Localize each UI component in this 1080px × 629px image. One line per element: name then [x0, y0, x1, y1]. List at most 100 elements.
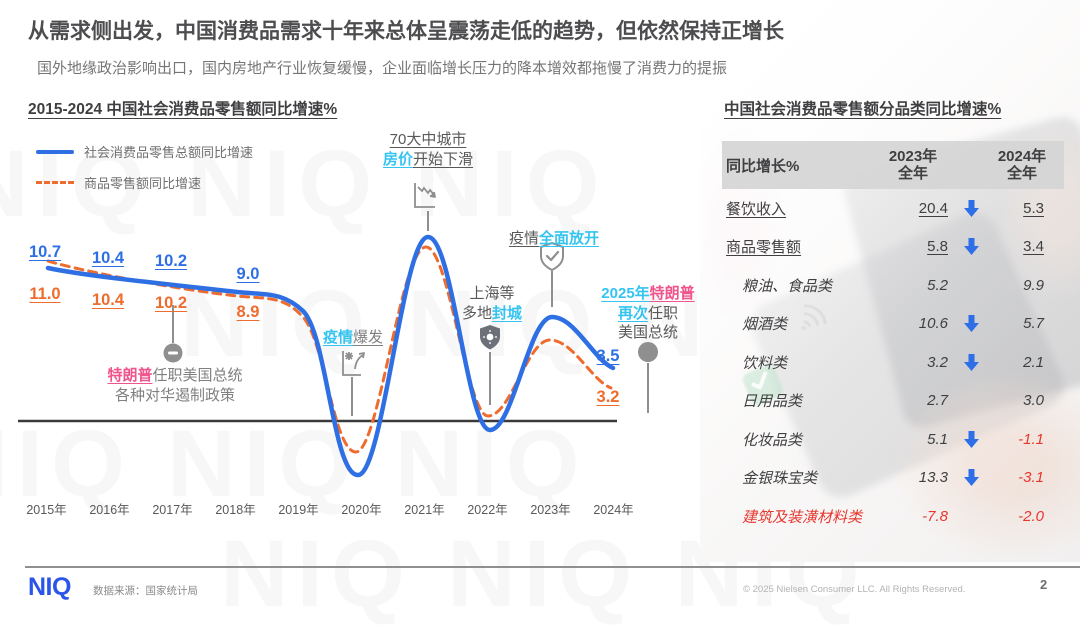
x-tick: 2017年: [152, 503, 193, 517]
payment-photo-background: [700, 0, 1080, 562]
copyright-text: © 2025 Nielsen Consumer LLC. All Rights …: [743, 584, 966, 595]
header-2024: 2024年 全年: [997, 147, 1047, 182]
lockdown-highlight: 封城: [492, 305, 523, 323]
x-tick: 2024年: [593, 503, 634, 517]
chart-legend: 社会消费品零售总额同比增速 商品零售额同比增速: [36, 142, 253, 192]
value-2023: 2.7: [927, 392, 948, 410]
down-arrow-icon: [963, 353, 979, 371]
page-number: 2: [1040, 577, 1048, 592]
data-label-orange-2018: 8.9: [236, 303, 260, 321]
row-label: 烟酒类: [742, 316, 788, 334]
down-arrow-icon: [963, 199, 979, 217]
page-title: 从需求侧出发，中国消费品需求十年来总体呈震荡走低的趋势，但依然保持正增长: [28, 20, 784, 43]
reopen-highlight: 全面放开: [539, 230, 600, 247]
value-2024: 5.7: [1023, 315, 1044, 333]
table-row: 日用品类 2.7 3.0: [722, 382, 1064, 421]
annotation-text: 上海等: [469, 285, 515, 302]
table-row: 餐饮收入 20.4 5.3: [722, 189, 1064, 228]
table-row: 粮油、食品类 5.2 9.9: [722, 266, 1064, 305]
data-label-blue-2015: 10.7: [28, 243, 62, 261]
value-2024: 2.1: [1023, 353, 1044, 371]
table-row: 金银珠宝类 13.3 -3.1: [722, 459, 1064, 498]
table-row: 烟酒类 10.6 5.7: [722, 305, 1064, 344]
x-tick: 2020年: [341, 503, 382, 517]
value-2023: 10.6: [918, 315, 948, 333]
row-label: 日用品类: [742, 393, 803, 411]
annotation-housing-2021: 70大中城市 房价开始下滑: [352, 130, 504, 171]
table-row: 建筑及装潢材料类 -7.8 -2.0: [722, 497, 1064, 536]
value-2024: -3.1: [1018, 469, 1044, 487]
retail-growth-line-chart: [18, 183, 658, 478]
data-label-blue-2016: 10.4: [91, 249, 125, 267]
down-arrow-icon: [963, 238, 979, 256]
annotation-trump-2025: 2025年特朗普 再次任职 美国总统: [582, 284, 714, 343]
x-axis-labels: 2015年 2016年 2017年 2018年 2019年 2020年 2021…: [15, 499, 645, 518]
row-label: 化妆品类: [742, 431, 803, 449]
x-tick: 2019年: [278, 503, 319, 517]
value-2024: 3.0: [1023, 392, 1044, 410]
legend-label: 社会消费品零售总额同比增速: [84, 145, 254, 160]
minus-circle-icon: [163, 343, 183, 363]
down-arrow-icon: [963, 315, 979, 333]
data-label-orange-2024: 3.2: [596, 388, 620, 406]
header-2023: 2023年 全年: [888, 147, 938, 182]
down-arrow-icon: [963, 469, 979, 487]
annotation-text: 美国总统: [617, 324, 678, 341]
annotation-reopen-2023: 疫情全面放开: [494, 229, 614, 249]
data-label-orange-2016: 10.4: [91, 291, 125, 309]
housing-highlight: 房价: [382, 151, 413, 169]
value-2024: 9.9: [1023, 276, 1044, 294]
header-metric: 同比增长%: [726, 157, 800, 175]
row-label: 饮料类: [742, 354, 788, 372]
data-label-blue-2024: 3.5: [596, 347, 620, 365]
value-2023: 3.2: [927, 353, 948, 371]
white-wash-overlay: [700, 0, 1080, 562]
legend-item-goods: 商品零售额同比增速: [36, 173, 253, 192]
value-2023: 5.2: [927, 276, 948, 294]
reopen-shield-icon: [540, 241, 564, 272]
x-tick: 2018年: [215, 503, 256, 517]
x-tick: 2022年: [467, 503, 508, 517]
annotation-text: 70大中城市: [389, 131, 467, 148]
footer-divider: [25, 566, 1080, 568]
legend-item-total: 社会消费品零售总额同比增速: [36, 142, 253, 161]
year-highlight: 2025年: [601, 285, 650, 302]
x-tick: 2015年: [26, 503, 67, 517]
x-tick: 2023年: [530, 503, 571, 517]
virus-outbreak-icon: [342, 351, 365, 376]
series-total-line: [45, 234, 616, 478]
down-arrow-icon: [963, 430, 979, 448]
data-label-orange-2017: 10.2: [154, 294, 188, 312]
annotation-lockdown-2022: 上海等 多地封城: [440, 284, 544, 325]
x-tick: 2021年: [404, 503, 445, 517]
category-growth-table: 同比增长% 2023年 全年 2024年 全年 餐饮收入 20.4 5.3 商品零售…: [722, 141, 1064, 536]
legend-label: 商品零售额同比增速: [84, 176, 202, 191]
value-2023: -7.8: [922, 507, 948, 525]
row-label: 粮油、食品类: [742, 277, 833, 295]
value-2024: -2.0: [1018, 507, 1044, 525]
value-2023: 13.3: [918, 469, 948, 487]
data-label-blue-2018: 9.0: [236, 265, 260, 283]
value-2024: 3.4: [1023, 238, 1044, 256]
annotation-outbreak-2020: 疫情爆发: [297, 328, 409, 348]
x-tick: 2016年: [89, 503, 130, 517]
trump-highlight: 特朗普: [649, 285, 695, 302]
covid-highlight: 疫情: [322, 329, 353, 346]
value-2023: 5.8: [927, 238, 948, 256]
annotation-text: 爆发: [353, 329, 384, 346]
value-2024: 5.3: [1023, 199, 1044, 217]
row-label: 金银珠宝类: [742, 470, 818, 488]
annotation-text: 各种对华遏制政策: [114, 387, 235, 405]
housing-decline-icon: [414, 183, 436, 208]
blue-line-swatch: [36, 149, 74, 154]
data-label-orange-2015: 11.0: [29, 285, 61, 303]
table-title: 中国社会消费品零售额分品类同比增速%: [724, 101, 1002, 118]
annotation-text: 开始下滑: [413, 151, 474, 169]
table-row: 化妆品类 5.1 -1.1: [722, 420, 1064, 459]
value-2023: 5.1: [927, 430, 948, 448]
row-label: 商品零售额: [726, 239, 802, 257]
annotation-stems: [172, 211, 649, 416]
table-row: 商品零售额 5.8 3.4: [722, 228, 1064, 267]
page-subtitle: 国外地缘政治影响出口，国内房地产行业恢复缓慢，企业面临增长压力的降本增效都拖慢了…: [37, 60, 728, 77]
data-label-blue-2017: 10.2: [154, 252, 188, 270]
